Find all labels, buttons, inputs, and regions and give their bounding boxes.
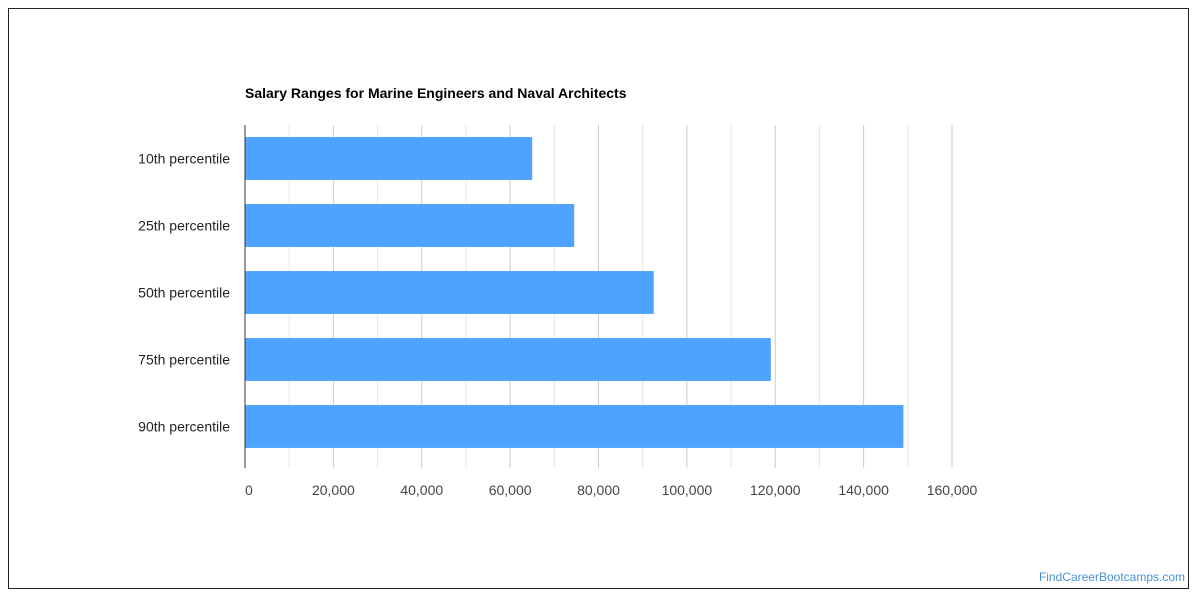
category-label: 90th percentile [138, 419, 230, 435]
chart-frame [8, 8, 1189, 589]
bar-3 [245, 271, 654, 314]
x-tick-label: 80,000 [577, 482, 620, 498]
chart-title: Salary Ranges for Marine Engineers and N… [245, 85, 627, 101]
category-label: 75th percentile [138, 352, 230, 368]
bar-1 [245, 137, 533, 180]
watermark-link[interactable]: FindCareerBootcamps.com [1038, 570, 1185, 584]
x-tick-label: 140,000 [838, 482, 889, 498]
x-tick-label: 0 [245, 482, 253, 498]
x-tick-label: 60,000 [489, 482, 532, 498]
x-tick-label: 160,000 [927, 482, 978, 498]
x-tick-label: 100,000 [662, 482, 713, 498]
category-label: 25th percentile [138, 218, 230, 234]
category-label: 50th percentile [138, 285, 230, 301]
category-labels: 10th percentile 25th percentile 50th perce… [138, 151, 230, 435]
x-tick-label: 40,000 [400, 482, 443, 498]
category-label: 10th percentile [138, 151, 230, 167]
x-tick-label: 20,000 [312, 482, 355, 498]
x-tick-labels: 0 20,000 40,000 60,000 80,000 100,000 120,000 1… [245, 482, 978, 498]
x-tick-label: 120,000 [750, 482, 801, 498]
bar-5 [245, 405, 904, 448]
bars [245, 137, 904, 448]
bar-2 [245, 204, 575, 247]
bar-4 [245, 338, 771, 381]
